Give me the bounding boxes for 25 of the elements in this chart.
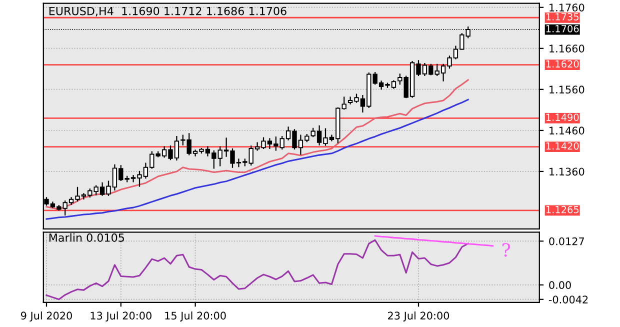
y-tick-label: 1.1360 bbox=[550, 168, 584, 176]
line-series bbox=[46, 79, 469, 210]
y-tick-label: 1.1660 bbox=[550, 44, 584, 52]
line-series bbox=[46, 98, 469, 220]
ref-line-label: 1.1490 bbox=[546, 114, 579, 121]
x-tick-label: 15 Jul 20:00 bbox=[165, 312, 226, 322]
ref-line-label: 1.1706 bbox=[546, 24, 579, 32]
ref-line-label: 1.1620 bbox=[546, 60, 579, 68]
x-tick-label: 9 Jul 2020 bbox=[20, 312, 72, 322]
line-series bbox=[374, 235, 494, 247]
annotation: ? bbox=[502, 243, 510, 257]
ref-line-label: 1.1265 bbox=[546, 206, 579, 214]
y-tick-label: 1.1460 bbox=[550, 126, 584, 135]
chart-title: EURUSD,H4 1.1690 1.1712 1.1686 1.1706 bbox=[49, 6, 286, 16]
x-tick-label: 23 Jul 20:00 bbox=[388, 312, 450, 322]
ref-line-label: 1.1420 bbox=[546, 142, 579, 150]
chart-title: Marlin 0.0105 bbox=[49, 233, 124, 242]
y-tick-label: 0.00 bbox=[549, 281, 571, 290]
y-tick-label: -0.0042 bbox=[548, 296, 588, 304]
y-tick-label: 1.1760 bbox=[550, 4, 584, 12]
candlestick bbox=[342, 96, 346, 110]
ref-line-label: 1.1735 bbox=[546, 13, 579, 20]
y-tick-label: 0.0127 bbox=[549, 237, 584, 246]
y-tick-label: 1.1560 bbox=[550, 86, 584, 94]
x-tick-label: 13 Jul 20:00 bbox=[90, 312, 152, 322]
